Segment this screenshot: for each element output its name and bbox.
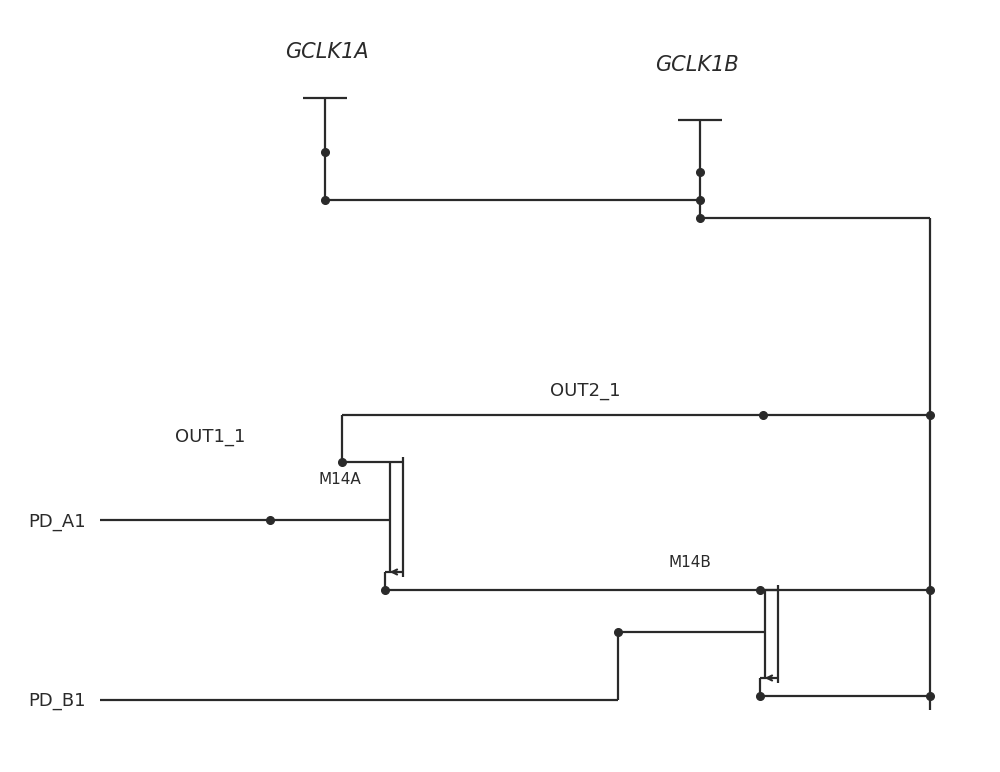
Text: M14B: M14B	[668, 555, 711, 570]
Text: PD_A1: PD_A1	[28, 513, 86, 531]
Text: GCLK1B: GCLK1B	[655, 55, 739, 75]
Text: M14A: M14A	[318, 472, 361, 487]
Text: PD_B1: PD_B1	[28, 692, 86, 710]
Text: OUT2_1: OUT2_1	[550, 382, 620, 400]
Text: GCLK1A: GCLK1A	[285, 42, 369, 62]
Text: OUT1_1: OUT1_1	[175, 428, 245, 446]
